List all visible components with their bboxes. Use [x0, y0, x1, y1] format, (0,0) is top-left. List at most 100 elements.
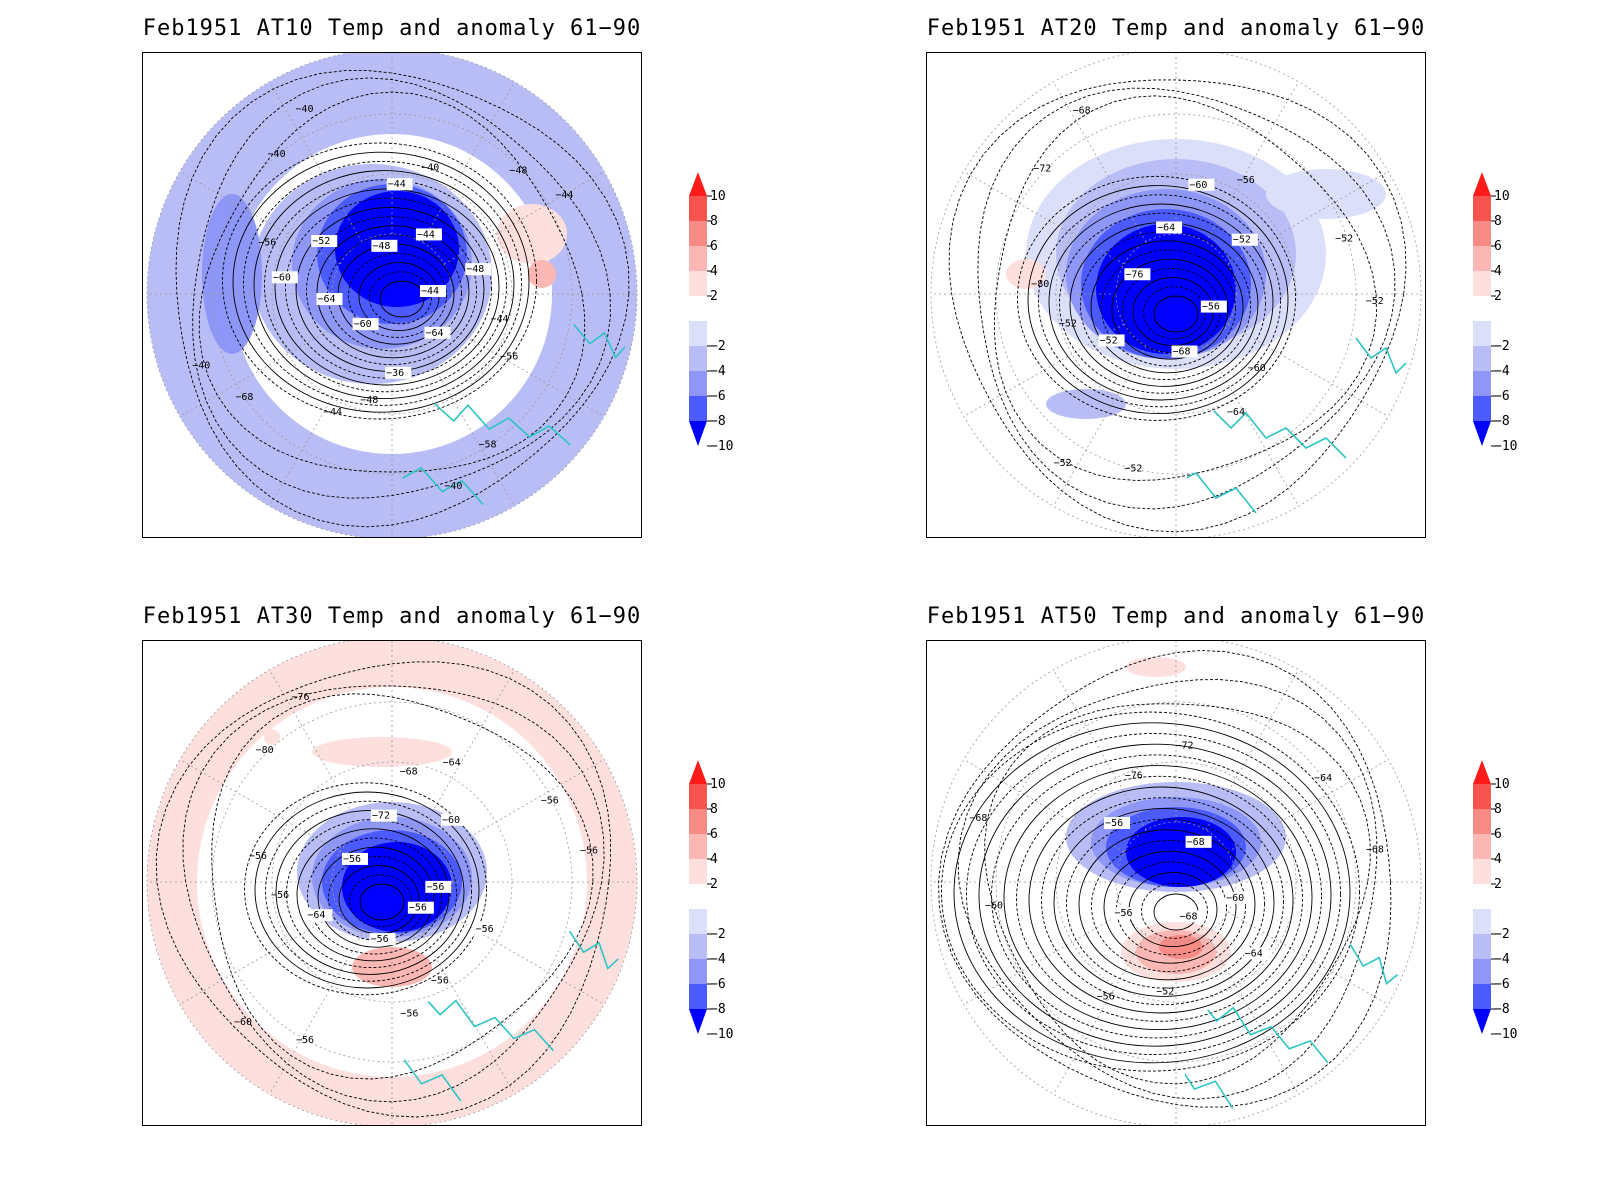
contour-label: −72: [372, 811, 390, 822]
contour-label: −68: [1073, 105, 1091, 116]
contour-label: −56: [1114, 908, 1132, 919]
contour-line: [1116, 861, 1227, 956]
contour-label-bg: [1231, 233, 1258, 246]
colorbar-label: −2: [710, 339, 726, 354]
contour-line: [1080, 231, 1251, 381]
colorbar-label: −6: [1494, 389, 1510, 404]
contour-label-bg: [386, 178, 413, 191]
contour-line: [1141, 882, 1208, 939]
anomaly-band: [528, 260, 556, 288]
contour-line: [1053, 807, 1275, 997]
colorbar-top-arrow: [1473, 760, 1491, 784]
contour-label: −68: [969, 813, 987, 824]
contour-line: [1103, 850, 1237, 964]
contour-label: −40: [421, 162, 439, 173]
contour-line: [1059, 212, 1266, 394]
colorbar-band: [689, 321, 707, 346]
contour-line: [307, 837, 442, 955]
contour-label: −52: [1124, 463, 1142, 474]
contour-label-bg: [1104, 817, 1131, 830]
contour-label: −56: [500, 352, 518, 363]
contour-label: −56: [1105, 818, 1123, 829]
colorbar-bottom-arrow: [689, 421, 707, 446]
contour-label: −56: [271, 890, 289, 901]
anomaly-band: [1046, 389, 1126, 419]
contour-label: −60: [354, 319, 372, 330]
colorbar-band: [1473, 859, 1491, 884]
coastline-segment: [958, 833, 1030, 860]
contour-label-bg: [352, 318, 379, 331]
contour-label: −52: [1100, 335, 1118, 346]
anomaly-band: [1096, 224, 1236, 354]
contour-line: [243, 160, 522, 406]
colorbar-band: [1473, 246, 1491, 271]
contour-label: −48: [466, 264, 484, 275]
colorbar-top-arrow: [1473, 172, 1491, 196]
polar-map: −68 −52 −56 −56 −60 −68 −56 −76 −72 −68 −64 −68 −60 −…: [930, 641, 1422, 1125]
colorbar-label: 6: [1494, 239, 1502, 254]
contour-label: −48: [360, 395, 378, 406]
anomaly-band: [1266, 169, 1386, 219]
contour-line: [316, 225, 470, 359]
contour-label: −56: [249, 851, 267, 862]
colorbar-label: −4: [1494, 364, 1510, 379]
colorbar-label: 2: [1494, 289, 1502, 304]
contour-label-bg: [420, 285, 446, 297]
contour-label-bg: [424, 326, 451, 339]
contour-label: −40: [192, 361, 210, 372]
contour-labels: −44 −44 −56 −64 −58 −40 −36 −48 −44 −60 −68 −40 −64 −…: [192, 104, 573, 492]
contour-label: −64: [425, 328, 443, 339]
panel-title: Feb1951 AT30 Temp and anomaly 61−90: [142, 604, 642, 629]
contour-line: [978, 743, 1332, 1047]
contour-label: −56: [476, 924, 494, 935]
colorbar-band: [1473, 984, 1491, 1009]
contour-line: [369, 271, 432, 325]
anomaly-band: [202, 194, 262, 354]
map-layer: −44 −44 −56 −64 −58 −40 −36 −48 −44 −60 −68 −40 −64 −…: [146, 53, 638, 537]
contour-label: −40: [295, 104, 313, 115]
colorbar-band: [689, 809, 707, 834]
polar-map: −56 −56 −56 −56 −56 −60 −64 −56 −56 −56 −80 −76 −72 −…: [146, 641, 638, 1125]
anomaly-colorbar: 10 8 6 4 2 −2 −4 −6 −8 −10: [1472, 170, 1532, 450]
map-layer: −68 −52 −56 −56 −60 −68 −56 −76 −72 −68 −64 −68 −60 −…: [930, 641, 1422, 1125]
colorbar-label: 10: [710, 777, 726, 792]
contour-label-bg: [425, 880, 452, 893]
coastline-segment: [1180, 980, 1329, 1064]
contour-line: [966, 733, 1341, 1055]
contour-label-bg: [407, 901, 434, 914]
colorbar-label: −6: [710, 389, 726, 404]
coastline-segment: [396, 446, 484, 506]
contour-label: −56: [1097, 992, 1115, 1003]
contour-labels: −56 −60 −64 −68 −52 −52 −52 −52 −80 −76 −72 −68 −64 −…: [1031, 105, 1384, 474]
contour-label: −56: [400, 1009, 418, 1020]
colorbar-band: [1473, 809, 1491, 834]
anomaly-colorbar: 10 8 6 4 2 −2 −4 −6 −8 −10: [688, 170, 748, 450]
contour-line: [379, 280, 425, 318]
contour-label: −56: [296, 1035, 314, 1046]
anomaly-shading: [1066, 657, 1286, 982]
contour-label: −44: [421, 286, 439, 297]
contour-label: −52: [1335, 234, 1353, 245]
polar-map: −44 −44 −56 −64 −58 −40 −36 −48 −44 −60 −68 −40 −64 −…: [146, 53, 638, 537]
contour-label: −56: [431, 975, 449, 986]
contour-label-bg: [1185, 835, 1212, 848]
contour-line: [977, 87, 1396, 510]
colorbar-label: −2: [710, 927, 726, 942]
colorbar-band: [1473, 909, 1491, 934]
contour-label: −40: [444, 481, 462, 492]
contour-line: [1066, 818, 1265, 989]
colorbar-band: [1473, 959, 1491, 984]
coastline-segment: [396, 979, 554, 1052]
contour-label: −64: [443, 757, 461, 768]
colorbar-band: [689, 196, 707, 221]
colorbar-band: [689, 909, 707, 934]
contour-line: [1038, 194, 1281, 408]
contour-label: −44: [324, 407, 342, 418]
colorbar-band: [689, 396, 707, 421]
colorbar-label: 6: [1494, 827, 1502, 842]
colorbar-label: 10: [710, 189, 726, 204]
colorbar-label: 4: [1494, 264, 1502, 279]
contour-label: −60: [442, 815, 460, 826]
contour-line: [182, 685, 605, 1103]
colorbar-band: [689, 834, 707, 859]
